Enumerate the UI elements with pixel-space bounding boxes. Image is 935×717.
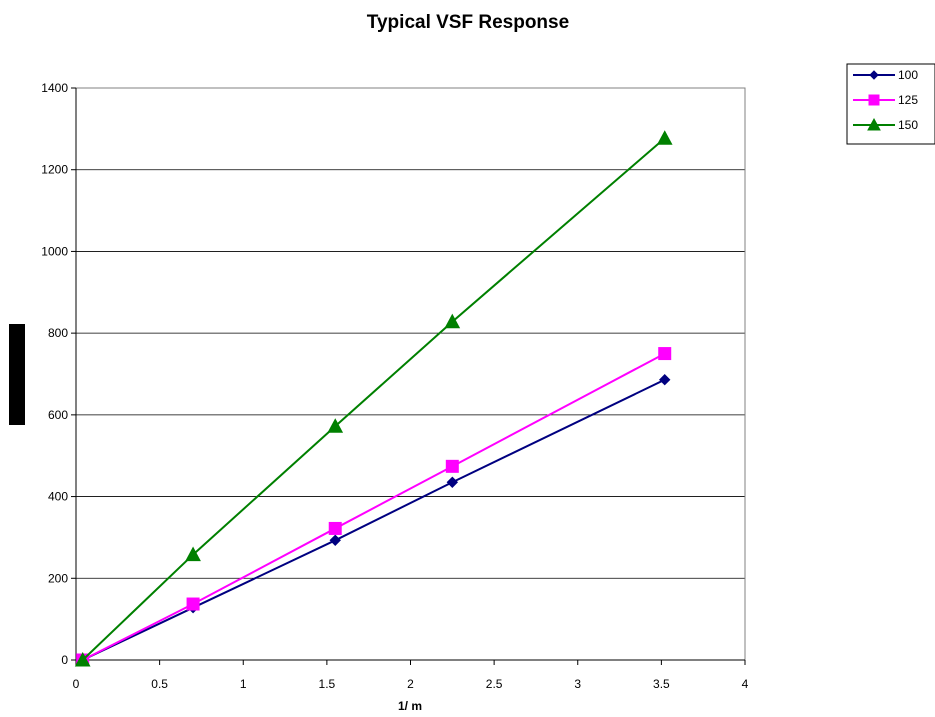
y-tick-label: 400 xyxy=(48,490,68,504)
x-tick-label: 4 xyxy=(742,677,749,691)
x-tick-label: 2 xyxy=(407,677,414,691)
data-point-125 xyxy=(445,459,459,473)
legend: 100 125 150 xyxy=(846,63,935,145)
y-tick-label: 800 xyxy=(48,326,68,340)
data-point-100 xyxy=(659,374,671,386)
x-tick-label: 1.5 xyxy=(319,677,336,691)
data-point-150 xyxy=(327,418,344,433)
legend-marker-125 xyxy=(868,94,880,106)
y-tick-label: 0 xyxy=(61,653,68,667)
x-tick-label: 3.5 xyxy=(653,677,670,691)
data-point-150 xyxy=(74,651,91,667)
y-tick-label: 1000 xyxy=(41,244,68,258)
redaction-block xyxy=(9,324,25,425)
data-point-150 xyxy=(444,313,461,329)
x-tick-label: 3 xyxy=(574,677,581,691)
x-tick-label: 2.5 xyxy=(486,677,503,691)
x-tick-label: 0.5 xyxy=(151,677,168,691)
y-tick-label: 1400 xyxy=(41,81,68,95)
data-point-125 xyxy=(658,347,672,361)
data-point-125 xyxy=(328,521,342,535)
data-point-125 xyxy=(186,597,200,611)
x-tick-label: 0 xyxy=(73,677,80,691)
series-group xyxy=(74,130,673,667)
axes: 0 200 400 600 800 1000 1200 1400 0 0.5 1 1.5 2 2.5 3 3.… xyxy=(41,81,748,691)
legend-label-150: 150 xyxy=(898,118,918,132)
series-line-125 xyxy=(82,352,666,661)
legend-box xyxy=(846,63,935,145)
plot-area-frame xyxy=(75,87,746,661)
grid-lines xyxy=(76,169,745,579)
data-point-150 xyxy=(185,546,201,562)
y-tick-label: 200 xyxy=(48,571,68,585)
series-line-100 xyxy=(82,378,666,661)
x-axis-label: 1/ m xyxy=(398,699,422,713)
legend-label-100: 100 xyxy=(898,68,918,82)
legend-marker-150 xyxy=(867,117,881,131)
data-point-150 xyxy=(656,130,673,145)
data-point-100 xyxy=(446,476,459,488)
chart-title: Typical VSF Response xyxy=(367,12,569,33)
y-tick-label: 1200 xyxy=(41,163,68,177)
legend-label-125: 125 xyxy=(898,93,918,107)
legend-marker-100 xyxy=(869,70,879,80)
x-tick-label: 1 xyxy=(240,677,247,691)
data-point-100 xyxy=(329,534,341,546)
y-tick-label: 600 xyxy=(48,408,68,422)
